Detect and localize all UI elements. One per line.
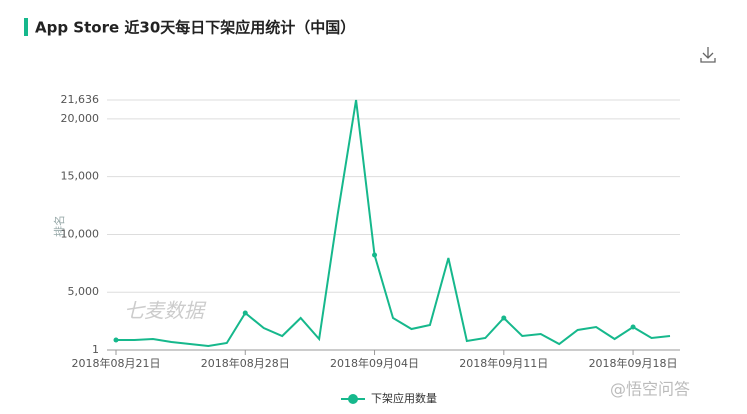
- download-icon[interactable]: [700, 47, 716, 63]
- y-tick-label: 20,000: [61, 112, 100, 125]
- x-tick-label: 2018年09月11日: [459, 356, 548, 370]
- legend-marker: [348, 394, 358, 404]
- data-point: [372, 252, 378, 258]
- y-tick-label: 10,000: [61, 227, 100, 240]
- chart-title: App Store 近30天每日下架应用统计（中国）: [35, 19, 355, 37]
- y-tick-label: 15,000: [61, 170, 100, 183]
- x-tick-label: 2018年09月18日: [589, 356, 678, 370]
- data-point: [501, 315, 507, 321]
- y-tick-label: 21,636: [61, 93, 100, 106]
- y-tick-label: 1: [92, 343, 99, 356]
- watermark: 七麦数据: [124, 299, 207, 323]
- data-point: [630, 324, 636, 330]
- y-tick-label: 5,000: [68, 285, 100, 298]
- title-accent: [24, 18, 28, 36]
- x-tick-label: 2018年08月21日: [72, 356, 161, 370]
- corner-watermark: @悟空问答: [610, 380, 690, 399]
- data-point: [242, 310, 248, 316]
- data-point: [113, 337, 119, 343]
- download-glyph[interactable]: [700, 47, 716, 63]
- x-tick-label: 2018年09月04日: [330, 356, 419, 370]
- y-axis-label: 排名: [52, 215, 66, 237]
- x-tick-label: 2018年08月28日: [201, 356, 290, 370]
- data-line: [116, 99, 671, 348]
- legend-label: 下架应用数量: [371, 391, 437, 405]
